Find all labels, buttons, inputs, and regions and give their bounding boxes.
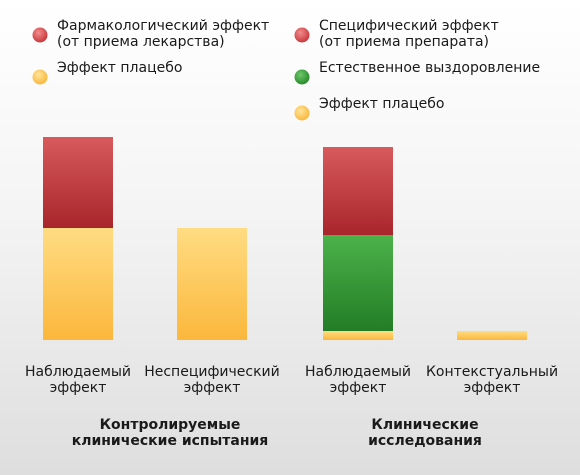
bar-segment-специфический-эффект xyxy=(323,147,393,235)
category-label: эффект xyxy=(464,380,521,396)
category-label: эффект xyxy=(330,380,387,396)
bar-1 xyxy=(43,137,113,340)
category-label: эффект xyxy=(50,380,107,396)
legend-swatch xyxy=(294,69,310,85)
bar-4 xyxy=(457,331,527,340)
category-label: эффект xyxy=(184,380,241,396)
bar-segment-эффект-плацебо xyxy=(177,228,247,340)
legend-label: Фармакологический эффект xyxy=(57,18,269,34)
group-label: клинические испытания xyxy=(72,433,269,449)
legend: Фармакологический эффект(от приема лекар… xyxy=(32,18,540,121)
category-label: Наблюдаемый xyxy=(305,364,411,380)
legend-item: Специфический эффект(от приема препарата… xyxy=(294,18,499,50)
legend-sublabel: (от приема лекарства) xyxy=(57,34,225,50)
group-label: исследования xyxy=(368,433,482,449)
legend-swatch xyxy=(32,27,48,43)
legend-label: Эффект плацебо xyxy=(57,60,182,76)
category-label: Контекстуальный xyxy=(426,364,558,380)
legend-item: Эффект плацебо xyxy=(32,60,182,85)
category-labels: НаблюдаемыйэффектНеспецифическийэффектНа… xyxy=(25,364,558,396)
legend-swatch xyxy=(294,105,310,121)
category-label: Наблюдаемый xyxy=(25,364,131,380)
legend-item: Естественное выздоровление xyxy=(294,60,540,85)
legend-swatch xyxy=(32,69,48,85)
legend-item: Фармакологический эффект(от приема лекар… xyxy=(32,18,269,50)
group-label: Клинические xyxy=(371,417,478,433)
category-label: Неспецифический xyxy=(144,364,280,380)
legend-item: Эффект плацебо xyxy=(294,96,444,121)
bar-2 xyxy=(177,228,247,340)
bar-3 xyxy=(323,147,393,340)
bar-segment-эффект-плацебо xyxy=(457,331,527,340)
group-label: Контролируемые xyxy=(100,417,241,433)
legend-swatch xyxy=(294,27,310,43)
bar-segment-фармакологический-эффект xyxy=(43,137,113,228)
bar-segment-эффект-плацебо xyxy=(323,331,393,340)
bar-segment-эффект-плацебо xyxy=(43,228,113,340)
bars xyxy=(43,137,527,340)
bar-segment-естественное-выздоровление xyxy=(323,235,393,331)
legend-sublabel: (от приема препарата) xyxy=(319,34,489,50)
legend-label: Эффект плацебо xyxy=(319,96,444,112)
legend-label: Естественное выздоровление xyxy=(319,60,540,76)
legend-label: Специфический эффект xyxy=(319,18,499,34)
